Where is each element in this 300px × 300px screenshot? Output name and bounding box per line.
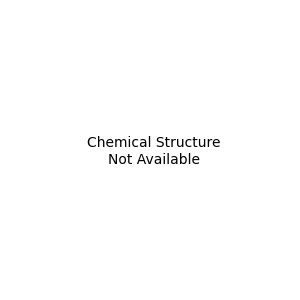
Text: Chemical Structure
Not Available: Chemical Structure Not Available xyxy=(87,136,220,166)
